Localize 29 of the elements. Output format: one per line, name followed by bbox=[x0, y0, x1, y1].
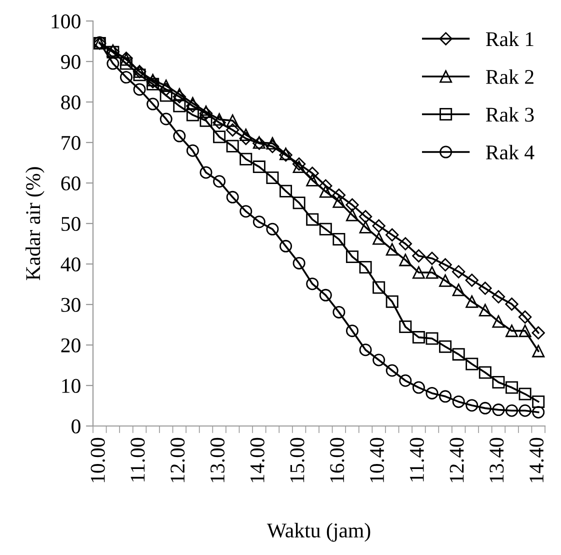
x-tick-label: 14.40 bbox=[530, 438, 544, 482]
x-tick-label: 15.00 bbox=[290, 438, 304, 482]
legend-label: Rak 2 bbox=[486, 69, 534, 84]
x-tick-label: 12.40 bbox=[450, 438, 464, 482]
y-tick-label: 80 bbox=[61, 95, 80, 110]
y-tick-label: 10 bbox=[62, 378, 80, 393]
y-tick-label: 30 bbox=[61, 298, 80, 312]
y-tick-label: 0 bbox=[72, 419, 80, 434]
y-tick-label: 50 bbox=[62, 216, 80, 231]
y-tick-label: 40 bbox=[60, 257, 80, 272]
x-axis-title: Waktu (jam) bbox=[266, 522, 370, 542]
y-tick-label: 90 bbox=[61, 54, 80, 69]
x-tick-label: 14.00 bbox=[250, 438, 264, 482]
x-tick-label: 16.00 bbox=[330, 438, 344, 482]
x-tick-label: 10.40 bbox=[370, 438, 384, 482]
y-tick-label: 70 bbox=[62, 136, 80, 150]
x-tick-label: 12.00 bbox=[170, 438, 185, 482]
y-tick-label: 100 bbox=[52, 14, 80, 28]
x-tick-label: 13.40 bbox=[490, 438, 504, 482]
y-tick-label: 20 bbox=[61, 338, 80, 352]
y-tick-label: 60 bbox=[61, 176, 80, 190]
legend-label: Rak 3 bbox=[486, 107, 534, 122]
legend-label: Rak 4 bbox=[486, 144, 534, 160]
x-tick-label: 11.00 bbox=[130, 438, 145, 482]
x-tick-label: 10.00 bbox=[90, 438, 105, 482]
x-tick-label: 11.40 bbox=[410, 438, 424, 482]
legend-label: Rak 1 bbox=[486, 32, 534, 46]
y-axis-title: Kadar air (%) bbox=[25, 167, 44, 280]
x-tick-label: 13.00 bbox=[210, 438, 225, 482]
